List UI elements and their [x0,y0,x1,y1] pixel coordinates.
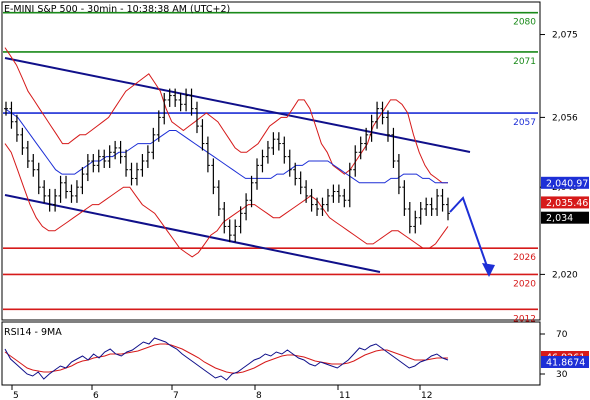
x-tick-label: 7 [173,391,179,400]
price-tick-label: 2,020 [552,270,578,280]
price-bars [4,88,450,243]
price-tag-label: 2,035.46 [546,198,588,209]
level-lines: 2080 2071 2057 2026 2020 2012 [3,11,538,324]
rsi-ma-line [4,343,448,374]
upper-band-line [4,47,448,184]
x-tick-label: 8 [256,391,262,400]
rsi-tag-label: 41.8674 [546,358,585,369]
forecast-arrow [449,196,495,277]
price-tick-label: 2,075 [552,31,578,41]
level-label: 2071 [513,57,536,67]
price-tag-box [541,211,589,224]
forecast-arrow-line [449,196,490,273]
forecast-arrow-head [482,263,495,277]
channel-lower-line [4,194,381,273]
level-label: 2080 [513,18,536,28]
rsi-tag-box [541,356,589,368]
channel-upper-line [4,57,471,153]
price-tags: 2,040.972,035.462,03446.926141.8674 [541,176,589,369]
level-label: 2020 [513,279,536,289]
price-panel [1,1,541,321]
rsi-lines [4,337,449,381]
x-tick-label: 11 [339,391,350,400]
rsi-tick-label: 30 [556,370,568,380]
chart-title: E-MINI S&P 500 - 30min - 10:38:38 AM (UT… [4,4,230,15]
trend-channel [4,57,471,273]
price-tag-box [541,176,589,189]
rsi-title: RSI14 - 9MA [4,327,62,338]
rsi-line [4,337,449,381]
price-tag-label: 2,040.97 [546,178,588,189]
level-label: 2057 [513,118,536,128]
x-tick-label: 6 [93,391,99,400]
rsi-panel [1,321,541,386]
bollinger-bands [4,47,449,258]
x-tick-label: 12 [421,391,432,400]
price-tick-label: 2,056 [552,113,578,123]
moving-average-line [4,108,448,184]
x-tick-label: 5 [13,391,19,400]
price-tag-box [541,196,589,209]
level-label: 2026 [513,253,536,263]
lower-band-line [4,143,449,258]
rsi-tick-label: 70 [556,330,568,340]
price-tag-label: 2,034 [546,213,573,224]
level-label: 2012 [513,314,536,324]
